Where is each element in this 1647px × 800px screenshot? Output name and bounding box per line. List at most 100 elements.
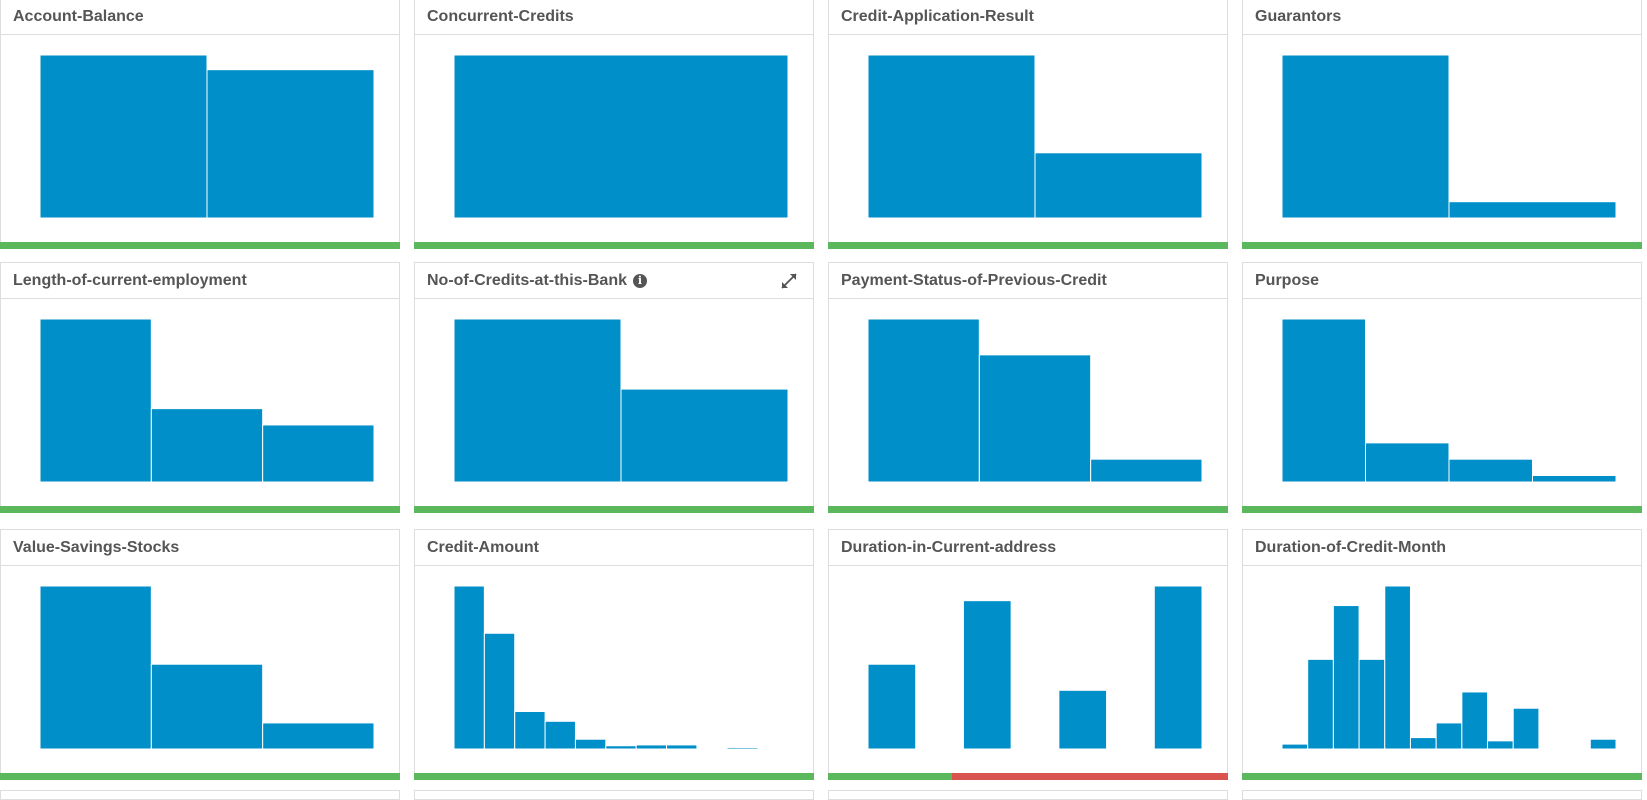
histogram-bar[interactable]: [605, 745, 637, 750]
histogram-card[interactable]: Credit-Amount: [414, 529, 814, 780]
card-title: Concurrent-Credits: [427, 7, 574, 25]
histogram-bar[interactable]: [544, 720, 576, 750]
histogram-bar[interactable]: [1307, 658, 1334, 750]
histogram-bar[interactable]: [867, 318, 980, 483]
card-header: No-of-Credits-at-this-Bank i: [415, 263, 813, 299]
quality-status-bar: [1242, 773, 1642, 780]
histogram-bar[interactable]: [453, 585, 485, 750]
histogram-bar[interactable]: [962, 600, 1012, 750]
histogram-bar[interactable]: [514, 711, 546, 750]
histogram-bar[interactable]: [867, 663, 917, 750]
status-segment: [0, 242, 400, 249]
histogram-bar[interactable]: [39, 318, 152, 483]
next-card-edge: [1242, 790, 1642, 800]
histogram-chart: [829, 35, 1227, 240]
histogram-bar[interactable]: [262, 722, 375, 750]
histogram-bar[interactable]: [1461, 691, 1489, 750]
card-header: Account-Balance: [1, 0, 399, 35]
histogram-bar[interactable]: [1435, 722, 1463, 750]
card-header: Credit-Amount: [415, 530, 813, 566]
histogram-bar[interactable]: [620, 388, 789, 483]
histogram-bar[interactable]: [666, 744, 698, 750]
histogram-card[interactable]: Credit-Application-Result: [828, 0, 1228, 249]
histogram-card[interactable]: Duration-in-Current-address: [828, 529, 1228, 780]
histogram-bar[interactable]: [1034, 152, 1203, 219]
histogram-bar[interactable]: [1058, 689, 1108, 750]
histogram-bar[interactable]: [483, 632, 516, 750]
histogram-bar[interactable]: [726, 747, 759, 750]
quality-status-bar: [1242, 242, 1642, 249]
histogram-card[interactable]: No-of-Credits-at-this-Bank i: [414, 262, 814, 513]
quality-status-bar: [414, 773, 814, 780]
histogram-bar[interactable]: [1358, 658, 1386, 750]
quality-status-bar: [828, 773, 1228, 780]
histogram-bar[interactable]: [150, 408, 264, 483]
histogram-bar[interactable]: [453, 318, 622, 483]
histogram-bar[interactable]: [1409, 737, 1437, 750]
status-segment: [414, 242, 814, 249]
histogram-card[interactable]: Duration-of-Credit-Month: [1242, 529, 1642, 780]
histogram-bar[interactable]: [1281, 743, 1309, 750]
card-title: Payment-Status-of-Previous-Credit: [841, 271, 1107, 289]
histogram-bar[interactable]: [1532, 474, 1617, 483]
histogram-bar[interactable]: [1589, 738, 1617, 750]
card-title: Value-Savings-Stocks: [13, 538, 180, 556]
histogram-bar[interactable]: [635, 744, 668, 750]
histogram-bar[interactable]: [1448, 201, 1617, 219]
card-header: Concurrent-Credits: [415, 0, 813, 35]
status-segment: [1242, 773, 1642, 780]
histogram-card[interactable]: Payment-Status-of-Previous-Credit: [828, 262, 1228, 513]
histogram-bar[interactable]: [574, 738, 607, 750]
quality-status-bar: [0, 506, 400, 513]
quality-status-bar: [828, 242, 1228, 249]
histogram-bar[interactable]: [1384, 585, 1411, 750]
status-segment: [952, 773, 1228, 780]
histogram-bar[interactable]: [453, 54, 789, 219]
expand-icon[interactable]: [779, 271, 799, 291]
card-title: Account-Balance: [13, 7, 144, 25]
histogram-bar[interactable]: [978, 354, 1092, 483]
card-title: Guarantors: [1255, 7, 1342, 25]
histogram-chart: [1, 35, 399, 240]
status-segment: [1242, 506, 1642, 513]
histogram-bar[interactable]: [1448, 458, 1533, 483]
status-segment: [0, 506, 400, 513]
card-title: Duration-in-Current-address: [841, 538, 1057, 556]
histogram-card[interactable]: Guarantors: [1242, 0, 1642, 249]
histogram-bar[interactable]: [1090, 458, 1203, 483]
card-title: Purpose: [1255, 271, 1320, 289]
quality-status-bar: [1242, 506, 1642, 513]
histogram-bar[interactable]: [1281, 318, 1366, 483]
histogram-bar[interactable]: [1153, 585, 1203, 750]
quality-status-bar: [0, 242, 400, 249]
histogram-bar[interactable]: [1281, 54, 1450, 219]
histogram-bar[interactable]: [1512, 707, 1540, 750]
histogram-bar[interactable]: [1332, 605, 1360, 750]
histogram-bar[interactable]: [39, 54, 208, 219]
card-header: Duration-in-Current-address: [829, 530, 1227, 566]
card-title: Credit-Application-Result: [841, 7, 1034, 25]
histogram-chart: [1243, 299, 1641, 504]
status-segment: [828, 242, 1228, 249]
histogram-card[interactable]: Concurrent-Credits: [414, 0, 814, 249]
card-header: Credit-Application-Result: [829, 0, 1227, 35]
histogram-bar[interactable]: [867, 54, 1036, 219]
histogram-chart: [1, 566, 399, 771]
histogram-chart: [415, 566, 813, 771]
card-title: Duration-of-Credit-Month: [1255, 538, 1447, 556]
histogram-bar[interactable]: [1365, 442, 1450, 483]
histogram-bar[interactable]: [206, 69, 375, 219]
histogram-chart: [829, 299, 1227, 504]
histogram-card[interactable]: Length-of-current-employment: [0, 262, 400, 513]
histogram-card[interactable]: Purpose: [1242, 262, 1642, 513]
card-header: Payment-Status-of-Previous-Credit: [829, 263, 1227, 299]
histogram-bar[interactable]: [262, 424, 375, 483]
histogram-card[interactable]: Value-Savings-Stocks: [0, 529, 400, 780]
histogram-chart: [1, 299, 399, 504]
histogram-bar[interactable]: [1487, 740, 1514, 750]
histogram-bar[interactable]: [39, 585, 152, 750]
histogram-bar[interactable]: [150, 663, 264, 750]
histogram-card[interactable]: Account-Balance: [0, 0, 400, 249]
info-icon[interactable]: i: [633, 273, 647, 288]
histogram-chart: [415, 35, 813, 240]
